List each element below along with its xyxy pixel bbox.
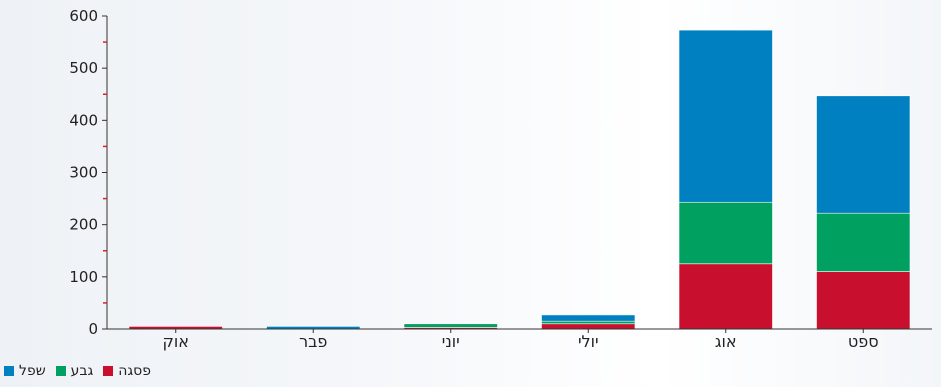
- legend-item-shefel: שפל: [4, 363, 46, 379]
- y-tick-label-0: 0: [88, 320, 98, 338]
- y-tick-label-500: 500: [69, 59, 98, 77]
- legend-item-pisga: פסגה: [103, 363, 151, 379]
- y-tick-label-400: 400: [69, 111, 98, 129]
- x-axis: אוק פבר יוני יולי אוג ספט: [107, 328, 932, 351]
- legend-swatch-pisga: [103, 366, 114, 376]
- legend-label-pisga: פסגה: [118, 363, 152, 379]
- y-tick-label-300: 300: [69, 164, 98, 182]
- bar-segment-5-1: [816, 212, 911, 272]
- x-tick-label-5: ספט: [848, 332, 879, 351]
- legend-label-shefel: שפל: [19, 363, 46, 379]
- x-tick-label-2: יוני: [442, 332, 460, 351]
- y-tick-label-100: 100: [69, 268, 98, 286]
- y-tick-label-200: 200: [69, 216, 98, 234]
- legend-swatch-shefel: [4, 366, 14, 376]
- y-axis: 0 100 200 300 400 500 600: [69, 7, 108, 338]
- bar-segment-5-0: [816, 271, 911, 330]
- x-tick-label-1: פבר: [299, 332, 327, 351]
- x-tick-label-4: אוג: [715, 332, 737, 351]
- bars: [128, 29, 911, 330]
- x-tick-label-0: אוק: [163, 332, 189, 351]
- legend-item-geva: גבע: [55, 363, 94, 379]
- legend-swatch-geva: [55, 366, 66, 376]
- y-tick-label-600: 600: [69, 7, 98, 25]
- bar-segment-2-1: [403, 323, 498, 328]
- bar-segment-4-1: [678, 201, 773, 265]
- legend-label-geva: גבע: [70, 363, 94, 379]
- bar-segment-4-0: [678, 263, 773, 330]
- bar-segment-3-2: [541, 314, 636, 322]
- bar-segment-3-0: [541, 323, 636, 330]
- bar-segment-5-2: [816, 95, 911, 214]
- legend: שפל גבע פסגה: [4, 360, 161, 382]
- bar-segment-4-2: [678, 29, 773, 203]
- bar-segment-3-1: [541, 320, 636, 325]
- x-tick-label-3: יולי: [578, 332, 599, 351]
